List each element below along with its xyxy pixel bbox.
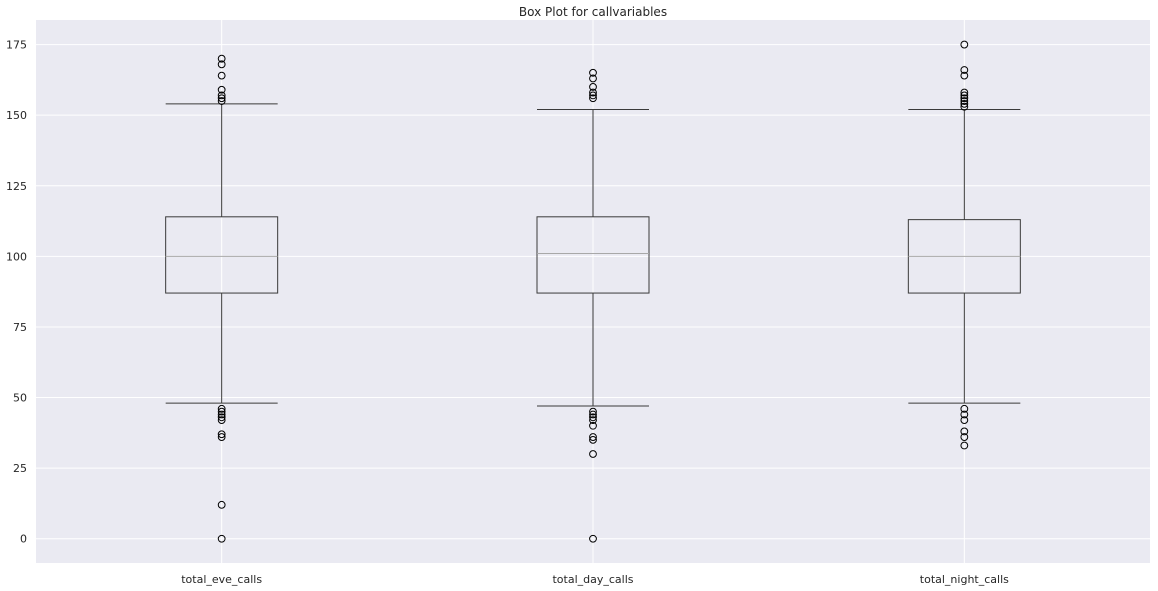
outlier-point: [960, 66, 969, 74]
chart-title: Box Plot for callvariables: [519, 5, 667, 19]
y-tick-label: 125: [6, 180, 27, 193]
outlier-point: [960, 433, 969, 441]
outlier-point: [589, 413, 597, 422]
x-tick-label: total_eve_calls: [181, 573, 262, 586]
outlier-point: [217, 404, 226, 413]
outlier-point: [589, 94, 597, 103]
outlier-point: [589, 435, 597, 444]
x-tick-label: total_night_calls: [920, 573, 1009, 586]
outlier-point: [960, 410, 969, 419]
outlier-point: [217, 500, 226, 509]
outlier-point: [589, 68, 597, 77]
outlier-point: [217, 54, 226, 63]
outlier-point: [589, 450, 597, 458]
outlier-point: [960, 416, 969, 425]
outlier-point: [217, 534, 226, 543]
outlier-point: [960, 94, 969, 103]
outlier-point: [217, 413, 226, 422]
outlier-point: [217, 85, 226, 94]
outlier-point: [589, 416, 597, 425]
y-tick-label: 50: [13, 392, 27, 405]
outlier-point: [217, 91, 226, 100]
outlier-point: [217, 60, 226, 69]
y-tick-label: 100: [6, 250, 27, 263]
outlier-point: [589, 534, 597, 543]
y-tick-label: 175: [6, 39, 27, 52]
x-tick-label: total_day_calls: [552, 573, 633, 586]
outlier-point: [589, 74, 597, 83]
outlier-point: [589, 410, 597, 419]
outlier-point: [217, 410, 226, 419]
outlier-point: [960, 404, 969, 413]
outlier-point: [217, 97, 226, 105]
outlier-point: [589, 83, 597, 91]
outlier-point: [589, 88, 597, 97]
outlier-point: [960, 102, 969, 111]
y-tick-label: 0: [20, 533, 27, 546]
outlier-point: [960, 99, 969, 108]
outlier-point: [589, 407, 597, 416]
outlier-point: [960, 441, 969, 450]
iqr-box: [536, 216, 650, 294]
outlier-point: [960, 88, 969, 97]
y-tick-label: 75: [13, 321, 27, 334]
outlier-point: [589, 91, 597, 100]
outlier-point: [960, 40, 969, 49]
y-tick-label: 150: [6, 109, 27, 122]
outlier-point: [960, 71, 969, 80]
y-tick-label: 25: [13, 462, 27, 475]
outlier-point: [589, 421, 597, 430]
outlier-point: [589, 433, 597, 441]
outlier-point: [217, 433, 226, 441]
y-axis-ticks: 0 25 50 75 100 125 150 175: [6, 39, 27, 546]
outlier-point: [960, 91, 969, 100]
iqr-box: [165, 216, 279, 294]
outlier-point: [217, 430, 226, 439]
outlier-point: [960, 97, 969, 105]
box-total_day_calls: [536, 68, 650, 543]
boxes: [165, 40, 1021, 543]
outlier-point: [217, 71, 226, 80]
outlier-point: [217, 407, 226, 416]
outlier-point: [217, 94, 226, 103]
outlier-point: [217, 416, 226, 425]
box-total_eve_calls: [165, 54, 279, 543]
x-axis-ticks: total_eve_calls total_day_calls total_nigh…: [181, 573, 1009, 586]
outlier-point: [960, 427, 969, 436]
box-total_night_calls: [907, 40, 1021, 450]
